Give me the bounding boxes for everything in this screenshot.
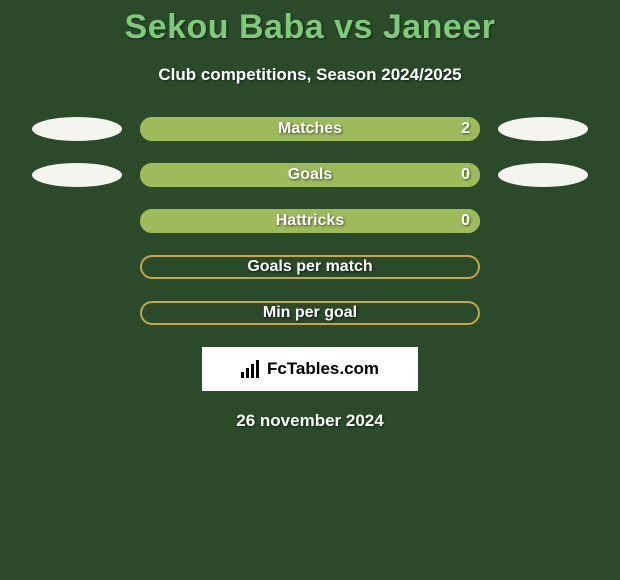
stat-value: 0 (461, 212, 470, 230)
stat-row: Matches2 (0, 117, 620, 141)
stat-label: Goals (140, 166, 480, 184)
stat-bar: Matches2 (140, 117, 480, 141)
oval-holder-right (480, 255, 596, 279)
stat-bar: Min per goal (140, 301, 480, 325)
stat-bar: Goals0 (140, 163, 480, 187)
stat-label: Matches (140, 120, 480, 138)
page-title: Sekou Baba vs Janeer (0, 0, 620, 47)
oval-holder-left (24, 163, 140, 187)
stat-oval-right (498, 117, 588, 141)
stat-row: Goals per match (0, 255, 620, 279)
oval-holder-left (24, 117, 140, 141)
stat-oval-left (32, 117, 122, 141)
stat-value: 2 (461, 120, 470, 138)
stat-row: Min per goal (0, 301, 620, 325)
logo-box: FcTables.com (202, 347, 418, 391)
stat-oval-left (32, 163, 122, 187)
oval-holder-right (480, 209, 596, 233)
stat-rows: Matches2Goals0Hattricks0Goals per matchM… (0, 117, 620, 325)
stat-label: Hattricks (140, 212, 480, 230)
stat-value: 0 (461, 166, 470, 184)
stat-row: Hattricks0 (0, 209, 620, 233)
oval-holder-left (24, 255, 140, 279)
date-text: 26 november 2024 (0, 411, 620, 431)
stat-label: Goals per match (140, 258, 480, 276)
stat-row: Goals0 (0, 163, 620, 187)
oval-holder-left (24, 301, 140, 325)
stat-label: Min per goal (140, 304, 480, 322)
oval-holder-left (24, 209, 140, 233)
chart-icon (241, 360, 263, 378)
stat-bar: Hattricks0 (140, 209, 480, 233)
oval-holder-right (480, 117, 596, 141)
stat-bar: Goals per match (140, 255, 480, 279)
oval-holder-right (480, 163, 596, 187)
oval-holder-right (480, 301, 596, 325)
stat-oval-right (498, 163, 588, 187)
subtitle: Club competitions, Season 2024/2025 (0, 65, 620, 85)
logo-text: FcTables.com (267, 359, 379, 379)
